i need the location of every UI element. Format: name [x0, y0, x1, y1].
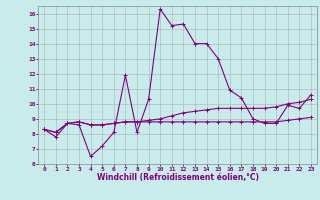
X-axis label: Windchill (Refroidissement éolien,°C): Windchill (Refroidissement éolien,°C)	[97, 173, 259, 182]
